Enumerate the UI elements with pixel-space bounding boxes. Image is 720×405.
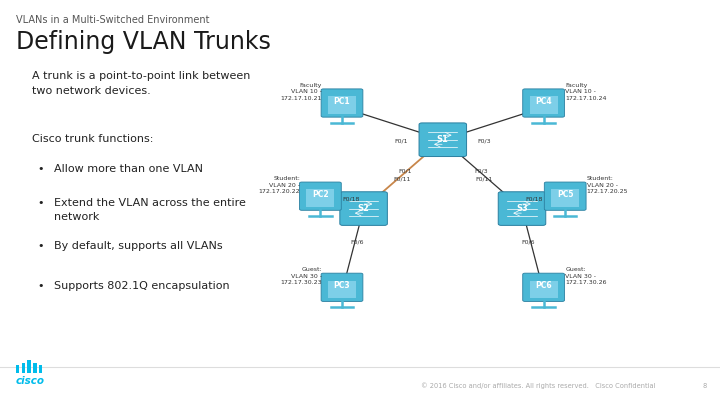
Text: F0/11: F0/11 (475, 177, 492, 182)
Text: VLANs in a Multi-Switched Environment: VLANs in a Multi-Switched Environment (16, 15, 210, 26)
Text: Allow more than one VLAN: Allow more than one VLAN (54, 164, 203, 174)
Text: PC5: PC5 (557, 190, 573, 199)
Text: F0/11: F0/11 (393, 177, 410, 182)
Text: PC3: PC3 (333, 281, 351, 290)
Text: F0/18: F0/18 (526, 196, 543, 202)
Text: Cisco trunk functions:: Cisco trunk functions: (32, 134, 154, 144)
Text: Student:
VLAN 20 -
172.17.20.25: Student: VLAN 20 - 172.17.20.25 (587, 176, 629, 194)
Text: F0/3: F0/3 (477, 138, 491, 143)
Text: PC2: PC2 (312, 190, 329, 199)
FancyBboxPatch shape (16, 365, 19, 373)
Text: 8: 8 (703, 383, 707, 388)
Text: Guest:
VLAN 30 -
172.17.30.23: Guest: VLAN 30 - 172.17.30.23 (280, 267, 322, 285)
FancyBboxPatch shape (523, 273, 564, 301)
Text: F0/1: F0/1 (395, 138, 408, 143)
Text: Guest:
VLAN 30 -
172.17.30.26: Guest: VLAN 30 - 172.17.30.26 (565, 267, 607, 285)
FancyBboxPatch shape (530, 96, 558, 113)
Text: •: • (37, 164, 44, 174)
Text: S1: S1 (437, 135, 449, 144)
FancyBboxPatch shape (33, 363, 37, 373)
FancyBboxPatch shape (328, 281, 356, 298)
FancyBboxPatch shape (300, 182, 341, 210)
Text: F0/6: F0/6 (521, 239, 535, 245)
Text: Faculty
VLAN 10 -
172.17.10.24: Faculty VLAN 10 - 172.17.10.24 (565, 83, 607, 101)
Text: F0/18: F0/18 (343, 196, 360, 202)
FancyBboxPatch shape (321, 273, 363, 301)
Text: Student:
VLAN 20 -
172.17.20.22: Student: VLAN 20 - 172.17.20.22 (258, 176, 300, 194)
Text: Defining VLAN Trunks: Defining VLAN Trunks (16, 30, 271, 54)
Text: F0/1: F0/1 (398, 168, 412, 174)
Text: •: • (37, 198, 44, 209)
Text: •: • (37, 281, 44, 292)
FancyBboxPatch shape (340, 192, 387, 225)
FancyBboxPatch shape (498, 192, 546, 225)
Text: S3: S3 (516, 204, 528, 213)
FancyBboxPatch shape (328, 96, 356, 113)
Text: PC4: PC4 (535, 97, 552, 106)
FancyBboxPatch shape (544, 182, 586, 210)
Text: Supports 802.1Q encapsulation: Supports 802.1Q encapsulation (54, 281, 230, 292)
FancyBboxPatch shape (552, 190, 580, 207)
Text: Extend the VLAN across the entire
network: Extend the VLAN across the entire networ… (54, 198, 246, 222)
FancyBboxPatch shape (22, 363, 25, 373)
Text: PC1: PC1 (333, 97, 351, 106)
FancyBboxPatch shape (307, 190, 334, 207)
Text: F0/6: F0/6 (351, 239, 364, 245)
Text: F0/3: F0/3 (474, 168, 487, 174)
FancyBboxPatch shape (419, 123, 467, 156)
Text: S2: S2 (358, 204, 369, 213)
FancyBboxPatch shape (530, 281, 558, 298)
Text: By default, supports all VLANs: By default, supports all VLANs (54, 241, 222, 251)
FancyBboxPatch shape (321, 89, 363, 117)
Text: © 2016 Cisco and/or affiliates. All rights reserved.   Cisco Confidential: © 2016 Cisco and/or affiliates. All righ… (421, 382, 656, 389)
Text: •: • (37, 241, 44, 251)
Text: A trunk is a point-to-point link between
two network devices.: A trunk is a point-to-point link between… (32, 71, 251, 96)
Text: PC6: PC6 (535, 281, 552, 290)
FancyBboxPatch shape (39, 365, 42, 373)
FancyBboxPatch shape (27, 360, 31, 373)
Text: Faculty
VLAN 10 -
172.17.10.21: Faculty VLAN 10 - 172.17.10.21 (281, 83, 322, 101)
FancyBboxPatch shape (523, 89, 564, 117)
Text: cisco: cisco (16, 376, 45, 386)
